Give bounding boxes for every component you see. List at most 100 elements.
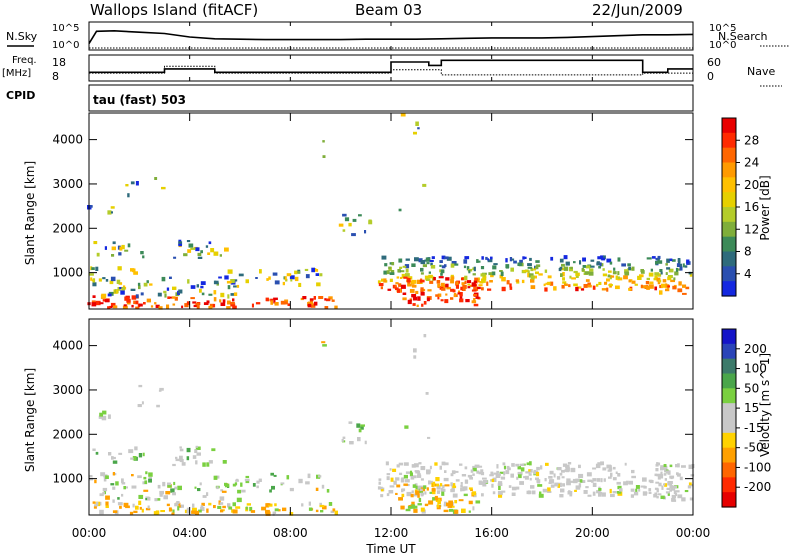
echo-cell: [516, 486, 520, 490]
echo-cell: [405, 268, 409, 273]
echo-cell: [600, 461, 604, 466]
echo-cell: [213, 251, 219, 256]
echo-cell: [334, 305, 338, 309]
echo-cell: [437, 484, 441, 489]
echo-cell: [417, 493, 420, 498]
echo-cell: [270, 300, 273, 305]
echo-cell: [308, 301, 314, 305]
velocity-colorbar-tick-label: 100: [744, 362, 767, 376]
echo-cell: [238, 273, 244, 277]
echo-cell: [485, 256, 488, 260]
echo-cell: [286, 475, 290, 480]
echo-cell: [420, 289, 424, 292]
echo-cell: [218, 276, 222, 279]
echo-cell: [426, 297, 430, 302]
echo-cell: [441, 491, 445, 496]
echo-cell: [117, 502, 123, 506]
echo-cell: [677, 463, 680, 468]
echo-cell: [601, 288, 607, 291]
echo-cell: [601, 257, 606, 261]
echo-cell: [123, 502, 129, 508]
echo-cell: [617, 473, 621, 477]
power-colorbar-tick-label: 28: [744, 133, 759, 147]
echo-cell: [519, 463, 525, 466]
echo-cell: [473, 298, 476, 302]
echo-cell: [156, 404, 160, 408]
echo-cell: [472, 465, 476, 470]
echo-cell: [403, 483, 408, 486]
echo-cell: [91, 267, 95, 270]
echo-cell: [669, 258, 673, 262]
echo-cell: [464, 280, 467, 285]
echo-cell: [166, 304, 170, 309]
echo-cell: [524, 475, 529, 480]
echo-cell: [400, 276, 403, 279]
echo-cell: [401, 273, 405, 278]
echo-cell: [287, 303, 291, 306]
echo-cell: [649, 480, 654, 484]
echo-cell: [407, 281, 411, 286]
echo-cell: [425, 257, 431, 262]
echo-cell: [117, 245, 121, 250]
echo-cell: [550, 484, 555, 488]
echo-cell: [388, 490, 394, 494]
echo-cell: [99, 501, 102, 506]
echo-cell: [175, 458, 180, 462]
y-tick-label: 4000: [52, 339, 83, 353]
echo-cell: [507, 465, 510, 470]
echo-cell: [400, 113, 406, 117]
echo-cell: [383, 278, 387, 283]
echo-cell: [601, 492, 606, 497]
echo-cell: [665, 288, 670, 292]
echo-cell: [104, 246, 107, 250]
echo-cell: [503, 465, 507, 469]
echo-cell: [430, 265, 436, 269]
echo-cell: [441, 282, 445, 287]
echo-cell: [232, 502, 236, 507]
velocity-colorbar-label: Velocity [m s^-1]: [758, 353, 772, 457]
echo-cell: [140, 292, 144, 296]
echo-cell: [668, 268, 674, 273]
echo-cell: [518, 474, 522, 479]
echo-cell: [213, 505, 216, 509]
power-colorbar-tick-label: 4: [744, 267, 752, 281]
echo-cell: [249, 506, 253, 512]
echo-cell: [100, 472, 106, 477]
echo-cell: [153, 511, 158, 516]
echo-cell: [490, 471, 494, 476]
echo-cell: [414, 257, 419, 262]
echo-cell: [163, 290, 167, 294]
echo-cell: [465, 299, 470, 303]
echo-cell: [463, 493, 468, 497]
echo-cell: [459, 296, 463, 300]
echo-cell: [179, 458, 184, 463]
date-label: 22/Jun/2009: [592, 1, 683, 19]
echo-cell: [600, 255, 604, 260]
echo-cell: [535, 271, 539, 275]
echo-cell: [660, 471, 663, 475]
echo-cell: [99, 412, 103, 417]
echo-cell: [403, 276, 408, 279]
echo-cell: [427, 289, 432, 292]
echo-cell: [530, 275, 535, 280]
echo-cell: [474, 277, 478, 281]
echo-cell: [536, 479, 541, 483]
echo-cell: [443, 477, 449, 482]
echo-cell: [386, 473, 391, 476]
echo-cell: [174, 296, 178, 301]
echo-cell: [423, 485, 427, 489]
echo-cell: [420, 260, 426, 265]
echo-cell: [139, 506, 142, 510]
echo-cell: [450, 288, 455, 292]
velocity-ylabel: Slant Range [km]: [23, 368, 37, 472]
cpid-panel-frame: [88, 84, 694, 112]
echo-cell: [646, 257, 652, 260]
echo-cell: [395, 492, 398, 495]
echo-cell: [224, 275, 229, 280]
echo-cell: [434, 495, 438, 501]
echo-cell: [227, 269, 233, 274]
echo-cell: [95, 451, 99, 455]
echo-cell: [194, 486, 197, 489]
echo-cell: [610, 472, 613, 477]
echo-cell: [294, 270, 298, 275]
